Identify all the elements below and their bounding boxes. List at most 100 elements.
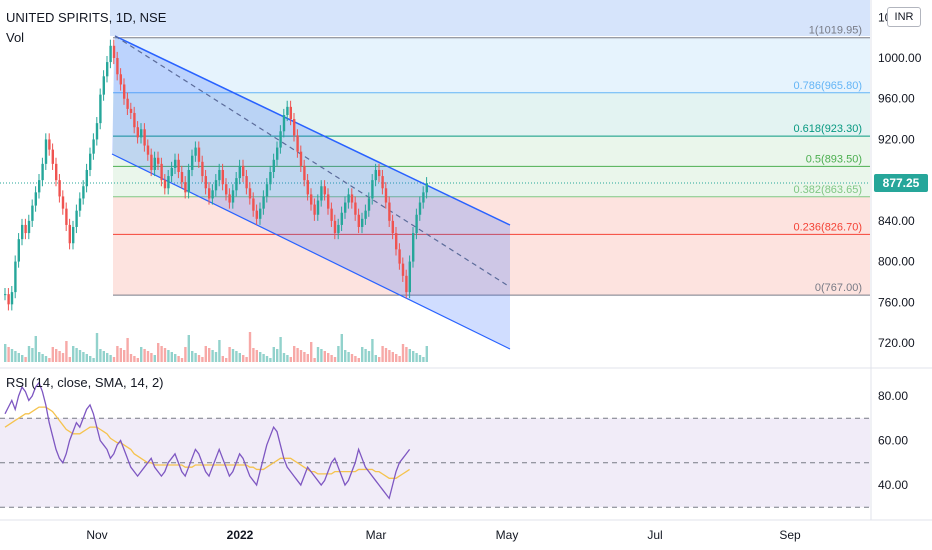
volume-bar-5 <box>21 355 24 362</box>
candle-body-104 <box>357 214 360 227</box>
volume-bar-73 <box>252 348 255 362</box>
candle-body-1 <box>7 294 10 305</box>
candle-body-94 <box>323 186 326 195</box>
volume-bar-8 <box>31 348 34 362</box>
rsi-tick-0: 40.00 <box>878 478 908 492</box>
volume-bar-1 <box>7 347 10 362</box>
candle-body-83 <box>286 106 289 115</box>
volume-bar-118 <box>405 347 408 362</box>
price-tick-6: 960.00 <box>878 92 915 106</box>
candle-body-91 <box>313 204 316 215</box>
volume-bar-63 <box>218 340 221 362</box>
volume-bar-38 <box>133 356 136 362</box>
volume-bar-25 <box>89 356 92 362</box>
candle-body-107 <box>367 198 371 211</box>
volume-bar-33 <box>116 346 119 362</box>
volume-bar-113 <box>388 350 391 362</box>
volume-bar-82 <box>282 353 286 362</box>
volume-bar-27 <box>95 333 99 362</box>
currency-badge[interactable]: INR <box>887 7 921 27</box>
volume-bar-17 <box>61 353 65 362</box>
candle-body-15 <box>55 163 58 181</box>
candle-body-27 <box>95 123 99 140</box>
candle-body-73 <box>252 198 255 211</box>
volume-bar-41 <box>143 349 146 362</box>
candle-body-81 <box>279 131 282 148</box>
candle-body-100 <box>344 202 347 213</box>
candle-body-70 <box>242 165 245 177</box>
candle-body-28 <box>99 94 102 124</box>
volume-bar-67 <box>231 349 235 362</box>
volume-bar-69 <box>238 353 241 362</box>
volume-bar-101 <box>347 352 350 362</box>
volume-bar-90 <box>310 342 313 362</box>
candle-body-110 <box>378 169 381 177</box>
candle-body-75 <box>259 208 262 219</box>
candle-body-23 <box>82 186 85 199</box>
candle-body-30 <box>106 62 109 77</box>
candle-body-63 <box>218 169 221 181</box>
volume-bar-87 <box>299 350 303 362</box>
candle-body-116 <box>398 249 401 264</box>
candle-body-32 <box>112 45 116 58</box>
volume-bar-78 <box>269 358 272 362</box>
candle-body-11 <box>41 163 44 181</box>
volume-bar-89 <box>306 354 309 362</box>
volume-bar-84 <box>289 357 292 362</box>
volume-bar-62 <box>214 352 218 362</box>
volume-bar-103 <box>354 356 357 362</box>
volume-bar-32 <box>112 357 116 362</box>
candle-body-51 <box>177 159 180 172</box>
volume-bar-124 <box>425 346 428 362</box>
candle-body-69 <box>238 165 241 179</box>
volume-bar-117 <box>401 344 405 362</box>
volume-bar-111 <box>381 346 384 362</box>
candle-body-14 <box>51 149 54 164</box>
volume-bar-115 <box>395 354 398 362</box>
top-shade <box>110 0 870 36</box>
candle-body-18 <box>65 208 68 225</box>
volume-bar-99 <box>340 334 343 362</box>
volume-bar-97 <box>333 357 337 362</box>
candle-body-86 <box>296 135 299 152</box>
candle-body-17 <box>61 196 65 209</box>
volume-bar-28 <box>99 349 102 362</box>
channel-mid <box>114 35 511 288</box>
volume-bar-9 <box>34 336 37 362</box>
volume-bar-68 <box>235 351 238 362</box>
candle-body-61 <box>211 190 214 199</box>
candle-body-29 <box>102 76 105 95</box>
candle-body-84 <box>289 106 292 120</box>
volume-bar-56 <box>194 353 197 362</box>
channel-lower <box>111 153 511 350</box>
candle-body-123 <box>422 192 425 203</box>
volume-bar-93 <box>320 349 323 362</box>
volume-bar-3 <box>14 351 17 362</box>
candle-body-46 <box>160 163 163 181</box>
volume-bar-94 <box>323 351 326 362</box>
volume-bar-72 <box>248 332 252 362</box>
candle-body-112 <box>384 188 388 203</box>
candle-body-5 <box>21 224 24 240</box>
candle-body-108 <box>371 180 374 199</box>
volume-bar-65 <box>225 358 228 362</box>
volume-bar-76 <box>262 354 265 362</box>
time-tick-4: Jul <box>647 528 662 542</box>
fib-label-4: 0.382(863.65) <box>794 184 863 196</box>
price-tick-3: 840.00 <box>878 214 915 228</box>
candle-body-98 <box>337 224 340 234</box>
volume-bar-91 <box>313 358 316 362</box>
candle-body-96 <box>330 208 333 221</box>
volume-bar-22 <box>78 350 82 362</box>
price-tick-1: 760.00 <box>878 295 915 309</box>
candle-body-109 <box>374 169 377 181</box>
volume-bar-37 <box>129 354 133 362</box>
candle-body-99 <box>340 212 343 225</box>
volume-bar-83 <box>286 355 289 362</box>
candle-body-33 <box>116 58 119 75</box>
volume-bar-43 <box>150 353 153 362</box>
candle-body-20 <box>72 226 75 244</box>
volume-bar-4 <box>17 353 20 362</box>
volume-bar-44 <box>153 355 156 362</box>
